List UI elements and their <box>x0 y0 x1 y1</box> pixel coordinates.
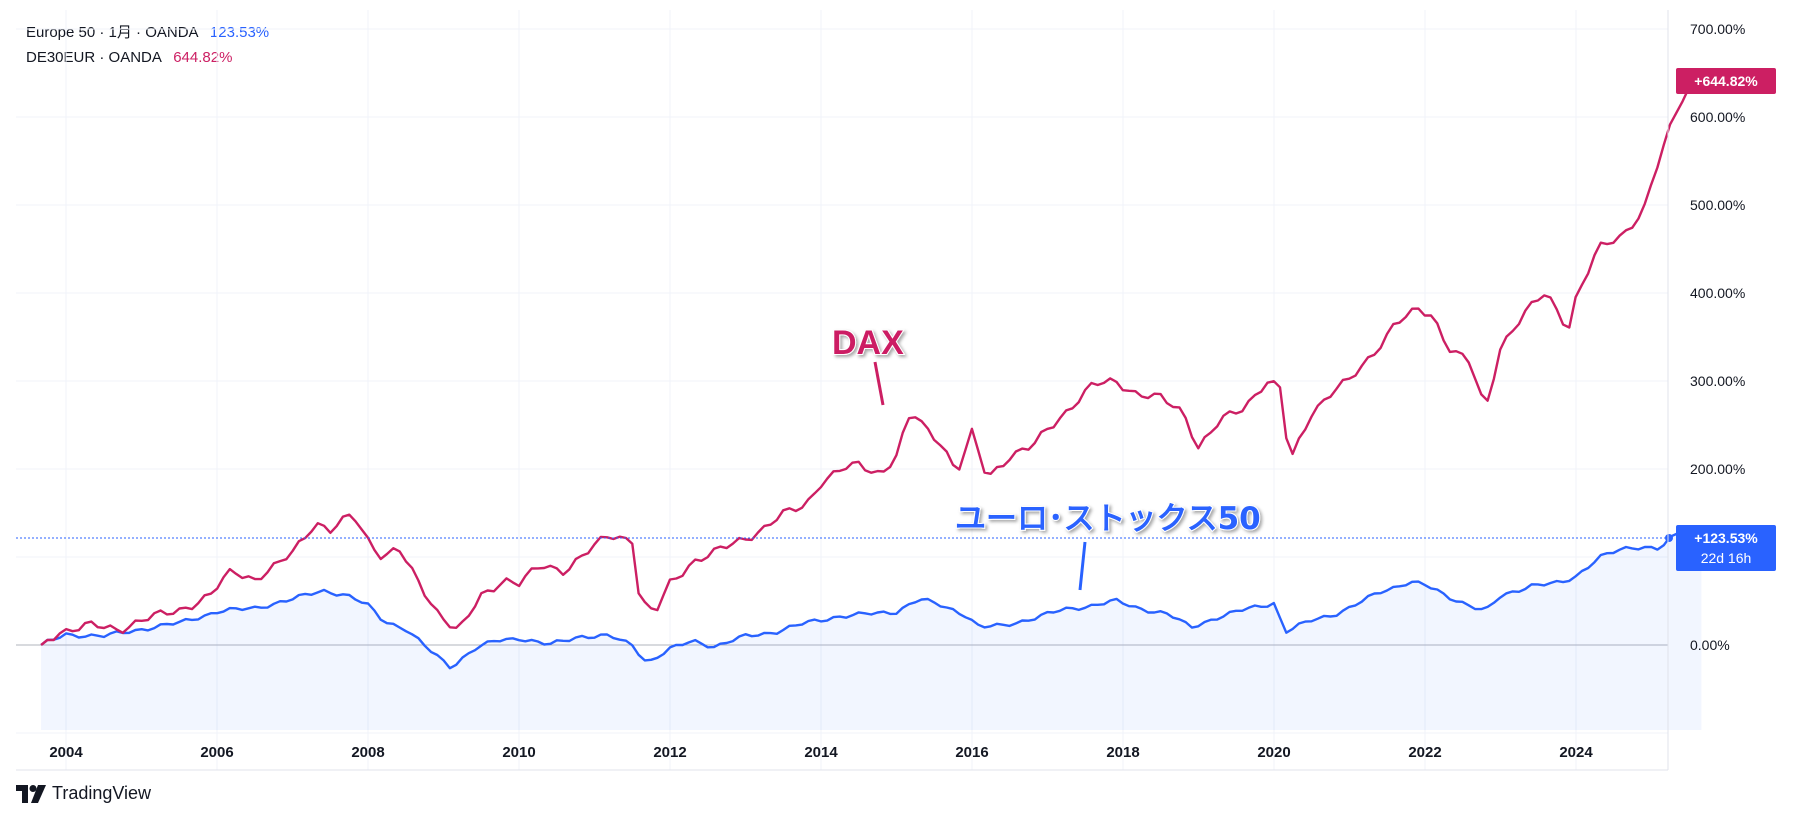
dax-last-value: +644.82% <box>1694 73 1758 89</box>
chart-legend: Europe 50 · 1月 · OANDA 123.53% DE30EUR ·… <box>26 20 269 70</box>
x-tick-label: 2016 <box>955 744 988 761</box>
y-tick-label: 700.00% <box>1690 21 1745 37</box>
legend-row-dax[interactable]: DE30EUR · OANDA 644.82% <box>26 45 269 70</box>
x-tick-label: 2006 <box>200 744 233 761</box>
euro50-annotation-pointer <box>1078 541 1087 591</box>
euro50-line[interactable] <box>40 532 1702 670</box>
euro50-area <box>41 534 1702 730</box>
x-tick-label: 2008 <box>351 744 384 761</box>
brand-name: TradingView <box>52 783 152 803</box>
dax-annotation: DAX <box>832 324 904 362</box>
time-axis: 2004 2006 2008 2010 2012 2014 2016 2018 2020 2022… <box>49 744 1593 761</box>
y-tick-label: 500.00% <box>1690 197 1745 213</box>
dax-last-badge: +644.82% <box>1676 68 1776 94</box>
bar-countdown: 22d 16h <box>1701 550 1752 566</box>
x-tick-label: 2004 <box>49 744 83 761</box>
y-tick-label: 400.00% <box>1690 285 1745 301</box>
tradingview-icon <box>16 784 46 803</box>
x-tick-label: 2024 <box>1559 744 1593 761</box>
x-tick-label: 2014 <box>804 744 838 761</box>
x-tick-label: 2022 <box>1408 744 1441 761</box>
dax-annotation-pointer <box>873 361 885 406</box>
legend-euro50-value: 123.53% <box>209 24 270 41</box>
x-tick-label: 2010 <box>502 744 535 761</box>
y-tick-label: 300.00% <box>1690 373 1745 389</box>
legend-euro50-name: Europe 50 · 1月 · OANDA <box>26 24 198 41</box>
euro50-last-value: +123.53% <box>1694 530 1758 546</box>
x-tick-label: 2018 <box>1106 744 1139 761</box>
chart-grid <box>16 10 1668 770</box>
tradingview-logo[interactable]: TradingView <box>16 783 151 804</box>
legend-row-euro50[interactable]: Europe 50 · 1月 · OANDA 123.53% <box>26 20 269 45</box>
dax-line[interactable] <box>40 77 1703 646</box>
y-tick-label: 0.00% <box>1690 637 1730 653</box>
y-tick-label: 200.00% <box>1690 461 1745 477</box>
x-tick-label: 2020 <box>1257 744 1290 761</box>
legend-dax-value: 644.82% <box>173 49 233 66</box>
price-axis: 700.00% 600.00% 500.00% 400.00% 300.00% 200.0… <box>1690 21 1745 653</box>
euro50-last-dot <box>1665 534 1673 542</box>
y-tick-label: 600.00% <box>1690 109 1745 125</box>
euro50-last-badge: +123.53% 22d 16h <box>1676 525 1776 571</box>
x-tick-label: 2012 <box>653 744 686 761</box>
legend-dax-name: DE30EUR · OANDA <box>26 49 162 66</box>
euro50-annotation: ユーロ･ストックス50 <box>955 501 1261 537</box>
